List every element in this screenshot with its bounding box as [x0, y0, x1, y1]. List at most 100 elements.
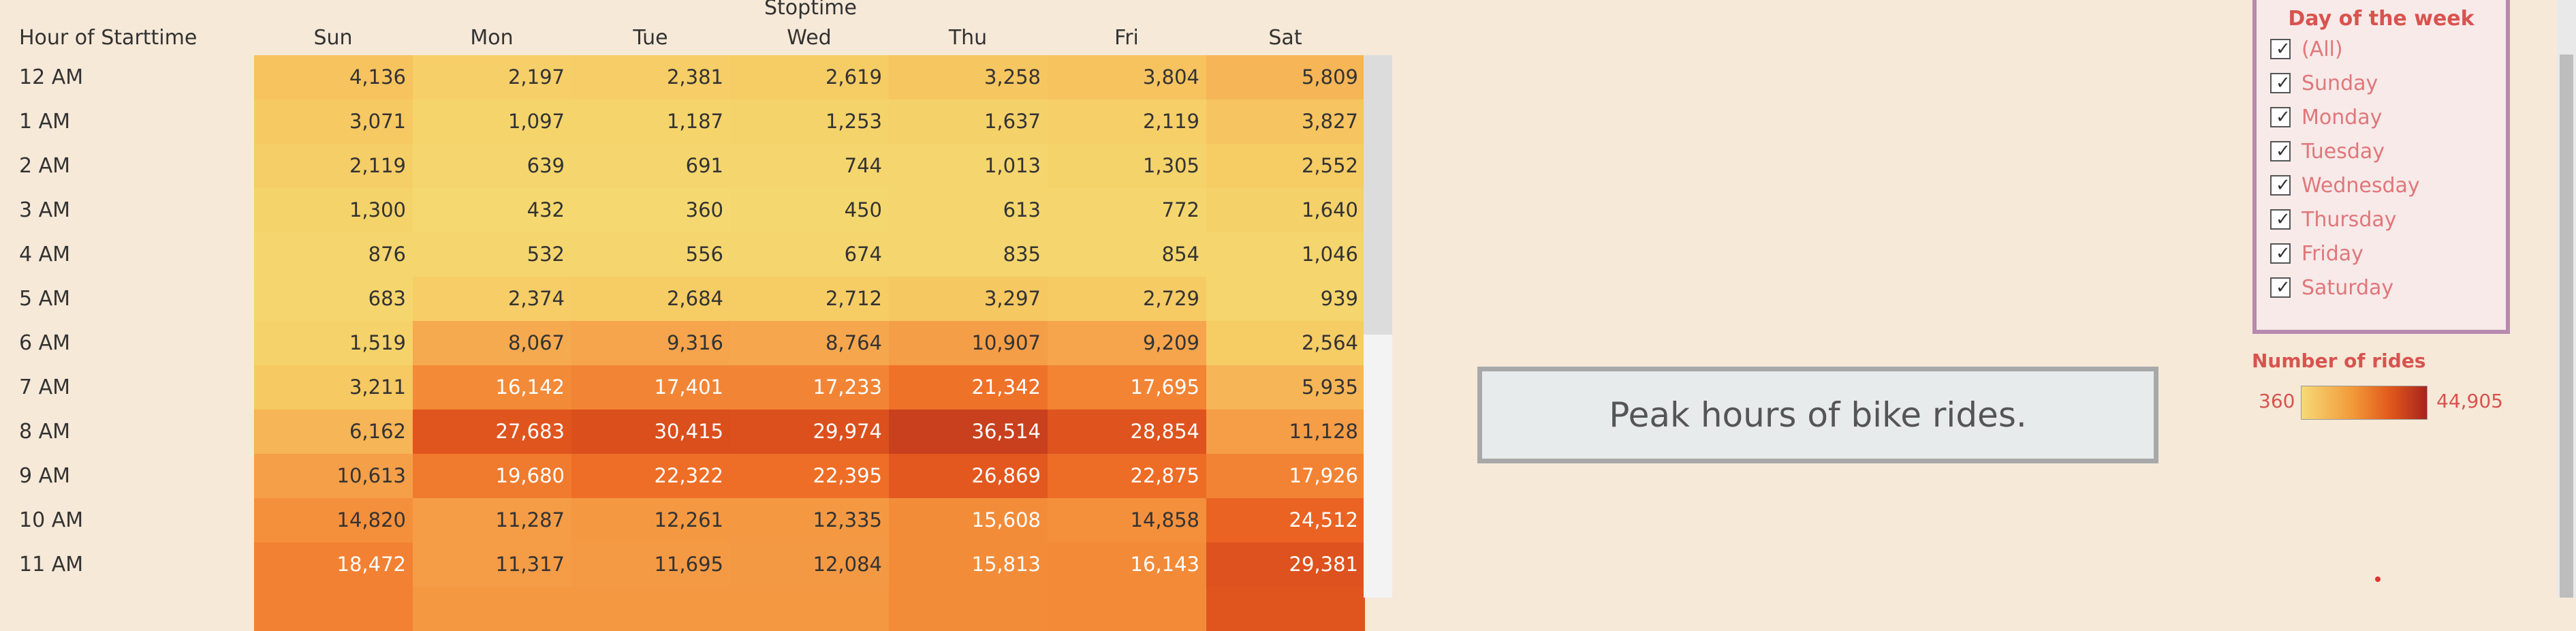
heatmap-cell[interactable]: 683: [254, 277, 413, 321]
heatmap-cell[interactable]: 3,297: [889, 277, 1048, 321]
checkbox-checked-icon[interactable]: ✓: [2270, 243, 2291, 264]
heatmap-cell[interactable]: 8,764: [730, 321, 889, 365]
checkbox-checked-icon[interactable]: ✓: [2270, 277, 2291, 298]
heatmap-cell[interactable]: 1,013: [889, 144, 1048, 188]
heatmap-cell[interactable]: [413, 587, 571, 631]
heatmap-cell[interactable]: 8,067: [413, 321, 571, 365]
filter-item-monday[interactable]: ✓ Monday: [2270, 102, 2382, 132]
filter-item-thursday[interactable]: ✓ Thursday: [2270, 204, 2397, 234]
heatmap-cell[interactable]: 22,322: [571, 454, 730, 498]
heatmap-cell[interactable]: 3,258: [889, 55, 1048, 99]
heatmap-cell[interactable]: 1,305: [1048, 144, 1206, 188]
heatmap-cell[interactable]: [889, 587, 1048, 631]
heatmap-cell[interactable]: 5,809: [1206, 55, 1365, 99]
heatmap-cell[interactable]: 24,512: [1206, 498, 1365, 542]
heatmap-cell[interactable]: 939: [1206, 277, 1365, 321]
heatmap-cell[interactable]: 639: [413, 144, 571, 188]
checkbox-checked-icon[interactable]: ✓: [2270, 175, 2291, 196]
heatmap-cell[interactable]: 360: [571, 188, 730, 232]
heatmap-cell[interactable]: 691: [571, 144, 730, 188]
heatmap-cell[interactable]: 532: [413, 232, 571, 277]
heatmap-cell[interactable]: 17,233: [730, 365, 889, 410]
heatmap-cell[interactable]: 11,695: [571, 542, 730, 587]
heatmap-cell[interactable]: 22,395: [730, 454, 889, 498]
heatmap-cell[interactable]: 14,820: [254, 498, 413, 542]
heatmap-cell[interactable]: 14,858: [1048, 498, 1206, 542]
heatmap-cell[interactable]: 674: [730, 232, 889, 277]
heatmap-cell[interactable]: 772: [1048, 188, 1206, 232]
heatmap-cell[interactable]: 1,187: [571, 99, 730, 144]
checkbox-checked-icon[interactable]: ✓: [2270, 39, 2291, 59]
heatmap-cell[interactable]: 17,401: [571, 365, 730, 410]
heatmap-cell[interactable]: 2,381: [571, 55, 730, 99]
heatmap-cell[interactable]: [1206, 587, 1365, 631]
heatmap-cell[interactable]: 2,374: [413, 277, 571, 321]
heatmap-cell[interactable]: 2,552: [1206, 144, 1365, 188]
heatmap-cell[interactable]: 2,119: [1048, 99, 1206, 144]
heatmap-cell[interactable]: 12,261: [571, 498, 730, 542]
heatmap-cell[interactable]: 27,683: [413, 410, 571, 454]
heatmap-cell[interactable]: 613: [889, 188, 1048, 232]
heatmap-cell[interactable]: 36,514: [889, 410, 1048, 454]
heatmap-cell[interactable]: 2,712: [730, 277, 889, 321]
scrollbar-thumb[interactable]: [1364, 55, 1392, 335]
checkbox-checked-icon[interactable]: ✓: [2270, 73, 2291, 93]
heatmap-cell[interactable]: 10,613: [254, 454, 413, 498]
filter-item-tuesday[interactable]: ✓ Tuesday: [2270, 136, 2385, 166]
heatmap-cell[interactable]: 3,827: [1206, 99, 1365, 144]
heatmap-cell[interactable]: 1,097: [413, 99, 571, 144]
heatmap-cell[interactable]: 15,813: [889, 542, 1048, 587]
heatmap-cell[interactable]: 19,680: [413, 454, 571, 498]
filter-item-friday[interactable]: ✓ Friday: [2270, 238, 2363, 268]
heatmap-cell[interactable]: 1,046: [1206, 232, 1365, 277]
heatmap-cell[interactable]: 876: [254, 232, 413, 277]
heatmap-cell[interactable]: 4,136: [254, 55, 413, 99]
heatmap-cell[interactable]: 16,143: [1048, 542, 1206, 587]
heatmap-cell[interactable]: 6,162: [254, 410, 413, 454]
heatmap-cell[interactable]: 1,640: [1206, 188, 1365, 232]
heatmap-cell[interactable]: 835: [889, 232, 1048, 277]
heatmap-cell[interactable]: [571, 587, 730, 631]
heatmap-cell[interactable]: 16,142: [413, 365, 571, 410]
heatmap-cell[interactable]: 3,804: [1048, 55, 1206, 99]
heatmap-cell[interactable]: 9,209: [1048, 321, 1206, 365]
checkbox-checked-icon[interactable]: ✓: [2270, 209, 2291, 230]
heatmap-cell[interactable]: 3,211: [254, 365, 413, 410]
heatmap-cell[interactable]: 12,335: [730, 498, 889, 542]
heatmap-cell[interactable]: 30,415: [571, 410, 730, 454]
heatmap-cell[interactable]: 28,854: [1048, 410, 1206, 454]
filter-item-all[interactable]: ✓ (All): [2270, 34, 2343, 64]
heatmap-cell[interactable]: 1,519: [254, 321, 413, 365]
heatmap-cell[interactable]: 29,974: [730, 410, 889, 454]
heatmap-cell[interactable]: 15,608: [889, 498, 1048, 542]
heatmap-cell[interactable]: 21,342: [889, 365, 1048, 410]
heatmap-cell[interactable]: 1,300: [254, 188, 413, 232]
heatmap-cell[interactable]: 17,695: [1048, 365, 1206, 410]
heatmap-cell[interactable]: 18,472: [254, 542, 413, 587]
heatmap-cell[interactable]: 26,869: [889, 454, 1048, 498]
heatmap-cell[interactable]: 1,637: [889, 99, 1048, 144]
heatmap-cell[interactable]: 432: [413, 188, 571, 232]
heatmap-cell[interactable]: 2,119: [254, 144, 413, 188]
checkbox-checked-icon[interactable]: ✓: [2270, 107, 2291, 127]
heatmap-cell[interactable]: 22,875: [1048, 454, 1206, 498]
heatmap-cell[interactable]: [254, 587, 413, 631]
page-scrollbar-thumb[interactable]: [2560, 55, 2573, 598]
checkbox-checked-icon[interactable]: ✓: [2270, 141, 2291, 161]
heatmap-cell[interactable]: 2,564: [1206, 321, 1365, 365]
heatmap-cell[interactable]: 2,729: [1048, 277, 1206, 321]
heatmap-cell[interactable]: 2,197: [413, 55, 571, 99]
heatmap-cell[interactable]: 744: [730, 144, 889, 188]
heatmap-cell[interactable]: 9,316: [571, 321, 730, 365]
filter-item-sunday[interactable]: ✓ Sunday: [2270, 68, 2378, 98]
heatmap-cell[interactable]: 556: [571, 232, 730, 277]
filter-item-wednesday[interactable]: ✓ Wednesday: [2270, 170, 2420, 200]
filter-item-saturday[interactable]: ✓ Saturday: [2270, 273, 2393, 303]
heatmap-cell[interactable]: 11,317: [413, 542, 571, 587]
heatmap-cell[interactable]: 10,907: [889, 321, 1048, 365]
heatmap-cell[interactable]: 17,926: [1206, 454, 1365, 498]
heatmap-cell[interactable]: 11,287: [413, 498, 571, 542]
heatmap-cell[interactable]: 450: [730, 188, 889, 232]
heatmap-cell[interactable]: [1048, 587, 1206, 631]
heatmap-cell[interactable]: 11,128: [1206, 410, 1365, 454]
